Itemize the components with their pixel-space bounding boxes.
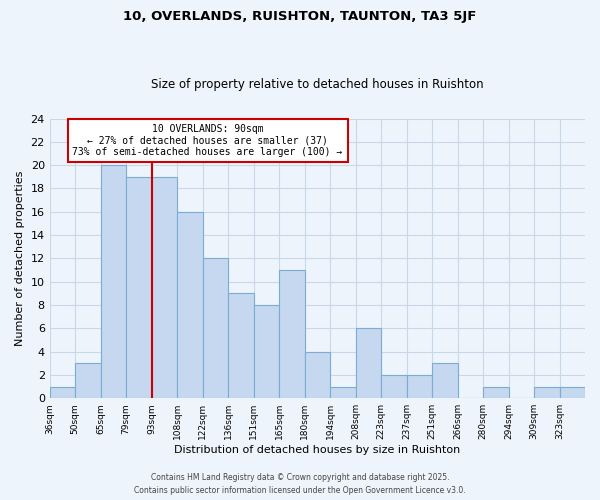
Text: 10 OVERLANDS: 90sqm
← 27% of detached houses are smaller (37)
73% of semi-detach: 10 OVERLANDS: 90sqm ← 27% of detached ho… <box>73 124 343 158</box>
Bar <box>75 364 101 398</box>
Text: 10, OVERLANDS, RUISHTON, TAUNTON, TA3 5JF: 10, OVERLANDS, RUISHTON, TAUNTON, TA3 5J… <box>124 10 476 23</box>
Bar <box>177 212 203 398</box>
Bar <box>126 177 152 398</box>
Bar <box>228 294 254 398</box>
Bar <box>330 386 356 398</box>
Bar <box>305 352 330 398</box>
Bar <box>101 165 126 398</box>
Bar <box>152 177 177 398</box>
Bar <box>534 386 560 398</box>
Bar <box>432 364 458 398</box>
Bar <box>560 386 585 398</box>
Y-axis label: Number of detached properties: Number of detached properties <box>15 170 25 346</box>
Bar <box>254 305 279 398</box>
Bar <box>407 375 432 398</box>
X-axis label: Distribution of detached houses by size in Ruishton: Distribution of detached houses by size … <box>174 445 460 455</box>
Title: Size of property relative to detached houses in Ruishton: Size of property relative to detached ho… <box>151 78 484 91</box>
Bar <box>356 328 381 398</box>
Bar <box>203 258 228 398</box>
Bar <box>381 375 407 398</box>
Text: Contains HM Land Registry data © Crown copyright and database right 2025.
Contai: Contains HM Land Registry data © Crown c… <box>134 474 466 495</box>
Bar <box>50 386 75 398</box>
Bar <box>483 386 509 398</box>
Bar <box>279 270 305 398</box>
